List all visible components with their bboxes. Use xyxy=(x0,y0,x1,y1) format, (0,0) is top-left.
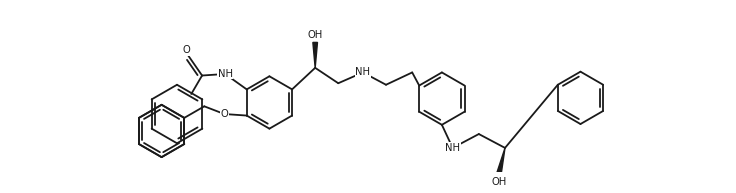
Text: NH: NH xyxy=(445,143,460,153)
Text: NH: NH xyxy=(355,67,370,77)
Text: OH: OH xyxy=(308,30,323,41)
Polygon shape xyxy=(313,42,317,68)
Text: O: O xyxy=(183,45,191,55)
Text: NH: NH xyxy=(218,69,233,79)
Text: O: O xyxy=(221,109,228,119)
Text: OH: OH xyxy=(491,177,506,187)
Polygon shape xyxy=(497,148,505,175)
